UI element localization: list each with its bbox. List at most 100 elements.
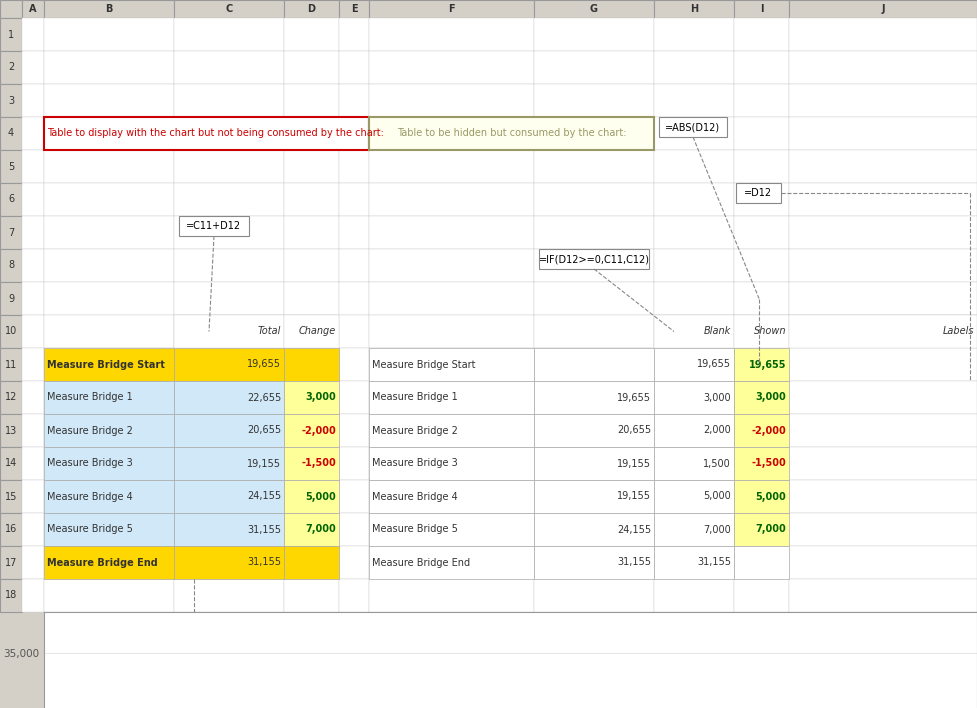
Bar <box>534 546 654 579</box>
Bar <box>0 0 22 18</box>
Bar <box>174 315 284 348</box>
Bar <box>369 0 534 18</box>
Bar <box>174 348 284 381</box>
Bar <box>534 480 654 513</box>
Text: Labels: Labels <box>943 326 974 336</box>
Bar <box>44 480 174 513</box>
Bar <box>174 18 284 51</box>
Bar <box>654 150 734 183</box>
Text: 31,155: 31,155 <box>697 557 731 568</box>
Text: 19,655: 19,655 <box>697 360 731 370</box>
Text: 20,655: 20,655 <box>247 426 281 435</box>
Bar <box>44 282 174 315</box>
Bar <box>0 282 22 315</box>
Bar <box>734 513 789 546</box>
Bar <box>534 579 654 612</box>
Bar <box>734 480 789 513</box>
Bar <box>284 0 339 18</box>
Bar <box>22 381 44 414</box>
Bar <box>174 150 284 183</box>
Bar <box>654 18 734 51</box>
Bar <box>174 348 284 381</box>
Bar <box>369 117 534 150</box>
Bar <box>369 18 534 51</box>
Bar <box>654 480 734 513</box>
Bar <box>284 480 339 513</box>
Bar <box>174 117 284 150</box>
Bar <box>44 447 174 480</box>
Bar <box>284 84 339 117</box>
Bar <box>789 282 977 315</box>
Bar <box>734 480 789 513</box>
Text: Table to display with the chart but not being consumed by the chart:: Table to display with the chart but not … <box>47 128 384 139</box>
Bar <box>339 51 369 84</box>
Bar <box>534 381 654 414</box>
Bar <box>284 282 339 315</box>
Bar <box>369 480 534 513</box>
Bar <box>44 579 174 612</box>
Bar <box>369 447 534 480</box>
Text: I: I <box>760 4 763 14</box>
Bar <box>369 513 534 546</box>
Text: =IF(D12>=0,C11,C12): =IF(D12>=0,C11,C12) <box>538 254 650 264</box>
Bar <box>44 546 174 579</box>
Text: 22,655: 22,655 <box>247 392 281 403</box>
Text: Measure Bridge Start: Measure Bridge Start <box>47 360 165 370</box>
Text: =D12: =D12 <box>744 188 773 198</box>
Bar <box>654 546 734 579</box>
Text: D: D <box>308 4 316 14</box>
Bar <box>174 381 284 414</box>
Bar <box>734 51 789 84</box>
Bar <box>369 51 534 84</box>
Text: -2,000: -2,000 <box>751 426 786 435</box>
Bar <box>789 513 977 546</box>
Bar <box>22 348 44 381</box>
Text: Measure Bridge End: Measure Bridge End <box>372 557 470 568</box>
Bar <box>284 447 339 480</box>
Bar <box>534 447 654 480</box>
Text: 31,155: 31,155 <box>617 557 651 568</box>
Bar <box>369 381 534 414</box>
Text: Shown: Shown <box>753 326 786 336</box>
Bar <box>284 18 339 51</box>
Bar <box>789 150 977 183</box>
Bar <box>44 18 174 51</box>
Bar <box>44 348 174 381</box>
Bar <box>174 447 284 480</box>
Text: 5,000: 5,000 <box>703 491 731 501</box>
Bar <box>789 84 977 117</box>
Text: Measure Bridge 5: Measure Bridge 5 <box>372 525 458 535</box>
Text: A: A <box>29 4 37 14</box>
Bar <box>0 579 22 612</box>
Bar <box>0 546 22 579</box>
Text: 17: 17 <box>5 557 18 568</box>
Text: G: G <box>590 4 598 14</box>
Bar <box>534 513 654 546</box>
Bar <box>0 216 22 249</box>
Bar <box>654 513 734 546</box>
Bar <box>534 348 654 381</box>
Bar <box>44 84 174 117</box>
Bar <box>22 480 44 513</box>
Bar <box>734 579 789 612</box>
Text: 20,655: 20,655 <box>616 426 651 435</box>
Bar <box>734 216 789 249</box>
Text: Measure Bridge 5: Measure Bridge 5 <box>47 525 133 535</box>
Text: 19,155: 19,155 <box>617 459 651 469</box>
Bar <box>734 348 789 381</box>
Bar <box>174 414 284 447</box>
Bar <box>284 381 339 414</box>
Bar <box>534 381 654 414</box>
Bar <box>44 117 369 150</box>
Text: 7,000: 7,000 <box>755 525 786 535</box>
Text: 1,500: 1,500 <box>703 459 731 469</box>
Bar <box>654 348 734 381</box>
Text: 5,000: 5,000 <box>305 491 336 501</box>
Bar <box>284 51 339 84</box>
Bar <box>0 447 22 480</box>
Bar <box>654 315 734 348</box>
Bar <box>789 381 977 414</box>
Bar <box>534 117 654 150</box>
Bar <box>369 216 534 249</box>
Bar <box>369 381 534 414</box>
